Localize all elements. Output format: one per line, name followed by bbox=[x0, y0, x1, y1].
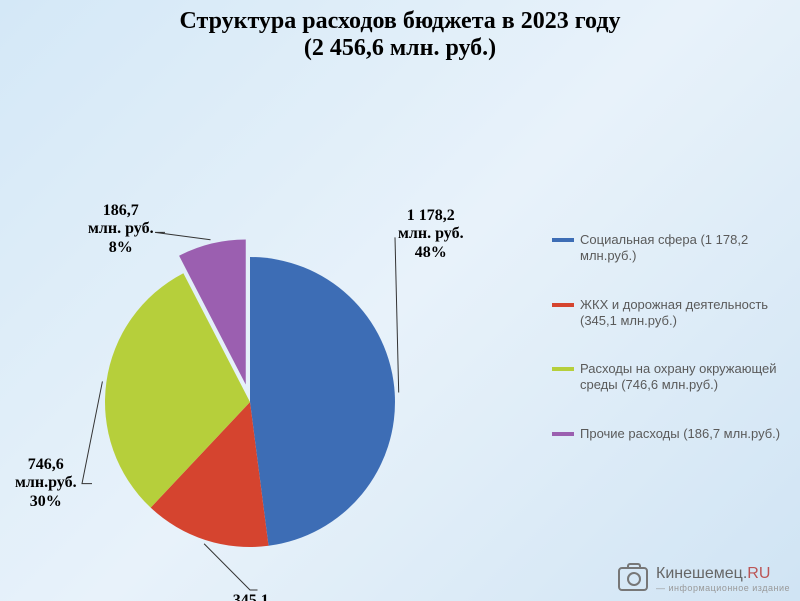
callout-social: 1 178,2 млн. руб. 48% bbox=[398, 207, 464, 262]
title-line-2: (2 456,6 млн. руб.) bbox=[0, 35, 800, 62]
callout-ecology: 746,6 млн.руб. 30% bbox=[15, 456, 77, 511]
callout-zhkh: 345,1 млн.руб. 14% bbox=[220, 592, 282, 601]
legend-label: Расходы на охрану окружающей среды (746,… bbox=[580, 361, 782, 394]
legend-item: ЖКХ и дорожная деятельность (345,1 млн.р… bbox=[552, 297, 782, 330]
leader-line bbox=[204, 544, 257, 590]
legend-swatch bbox=[552, 367, 574, 371]
legend-swatch bbox=[552, 432, 574, 436]
callout-other: 186,7 млн. руб. 8% bbox=[88, 202, 154, 257]
title-line-1: Структура расходов бюджета в 2023 году bbox=[0, 8, 800, 35]
leader-line bbox=[155, 232, 211, 239]
legend-item: Социальная сфера (1 178,2 млн.руб.) bbox=[552, 232, 782, 265]
legend-label: Социальная сфера (1 178,2 млн.руб.) bbox=[580, 232, 782, 265]
watermark-main: Кинешемец. bbox=[656, 565, 747, 582]
camera-icon bbox=[618, 567, 648, 591]
legend: Социальная сфера (1 178,2 млн.руб.) ЖКХ и… bbox=[552, 232, 782, 474]
legend-item: Прочие расходы (186,7 млн.руб.) bbox=[552, 426, 782, 442]
legend-swatch bbox=[552, 238, 574, 242]
legend-swatch bbox=[552, 303, 574, 307]
legend-label: ЖКХ и дорожная деятельность (345,1 млн.р… bbox=[580, 297, 782, 330]
pie-slice-social bbox=[250, 257, 395, 546]
leader-line bbox=[82, 381, 102, 483]
watermark-sub: — информационное издание bbox=[656, 583, 790, 593]
watermark: Кинешемец.RU — информационное издание bbox=[618, 565, 790, 593]
legend-label: Прочие расходы (186,7 млн.руб.) bbox=[580, 426, 780, 442]
watermark-ru: RU bbox=[747, 565, 770, 582]
chart-title: Структура расходов бюджета в 2023 году (… bbox=[0, 0, 800, 62]
legend-item: Расходы на охрану окружающей среды (746,… bbox=[552, 361, 782, 394]
chart-area: Социальная сфера (1 178,2 млн.руб.) ЖКХ и… bbox=[0, 62, 800, 582]
